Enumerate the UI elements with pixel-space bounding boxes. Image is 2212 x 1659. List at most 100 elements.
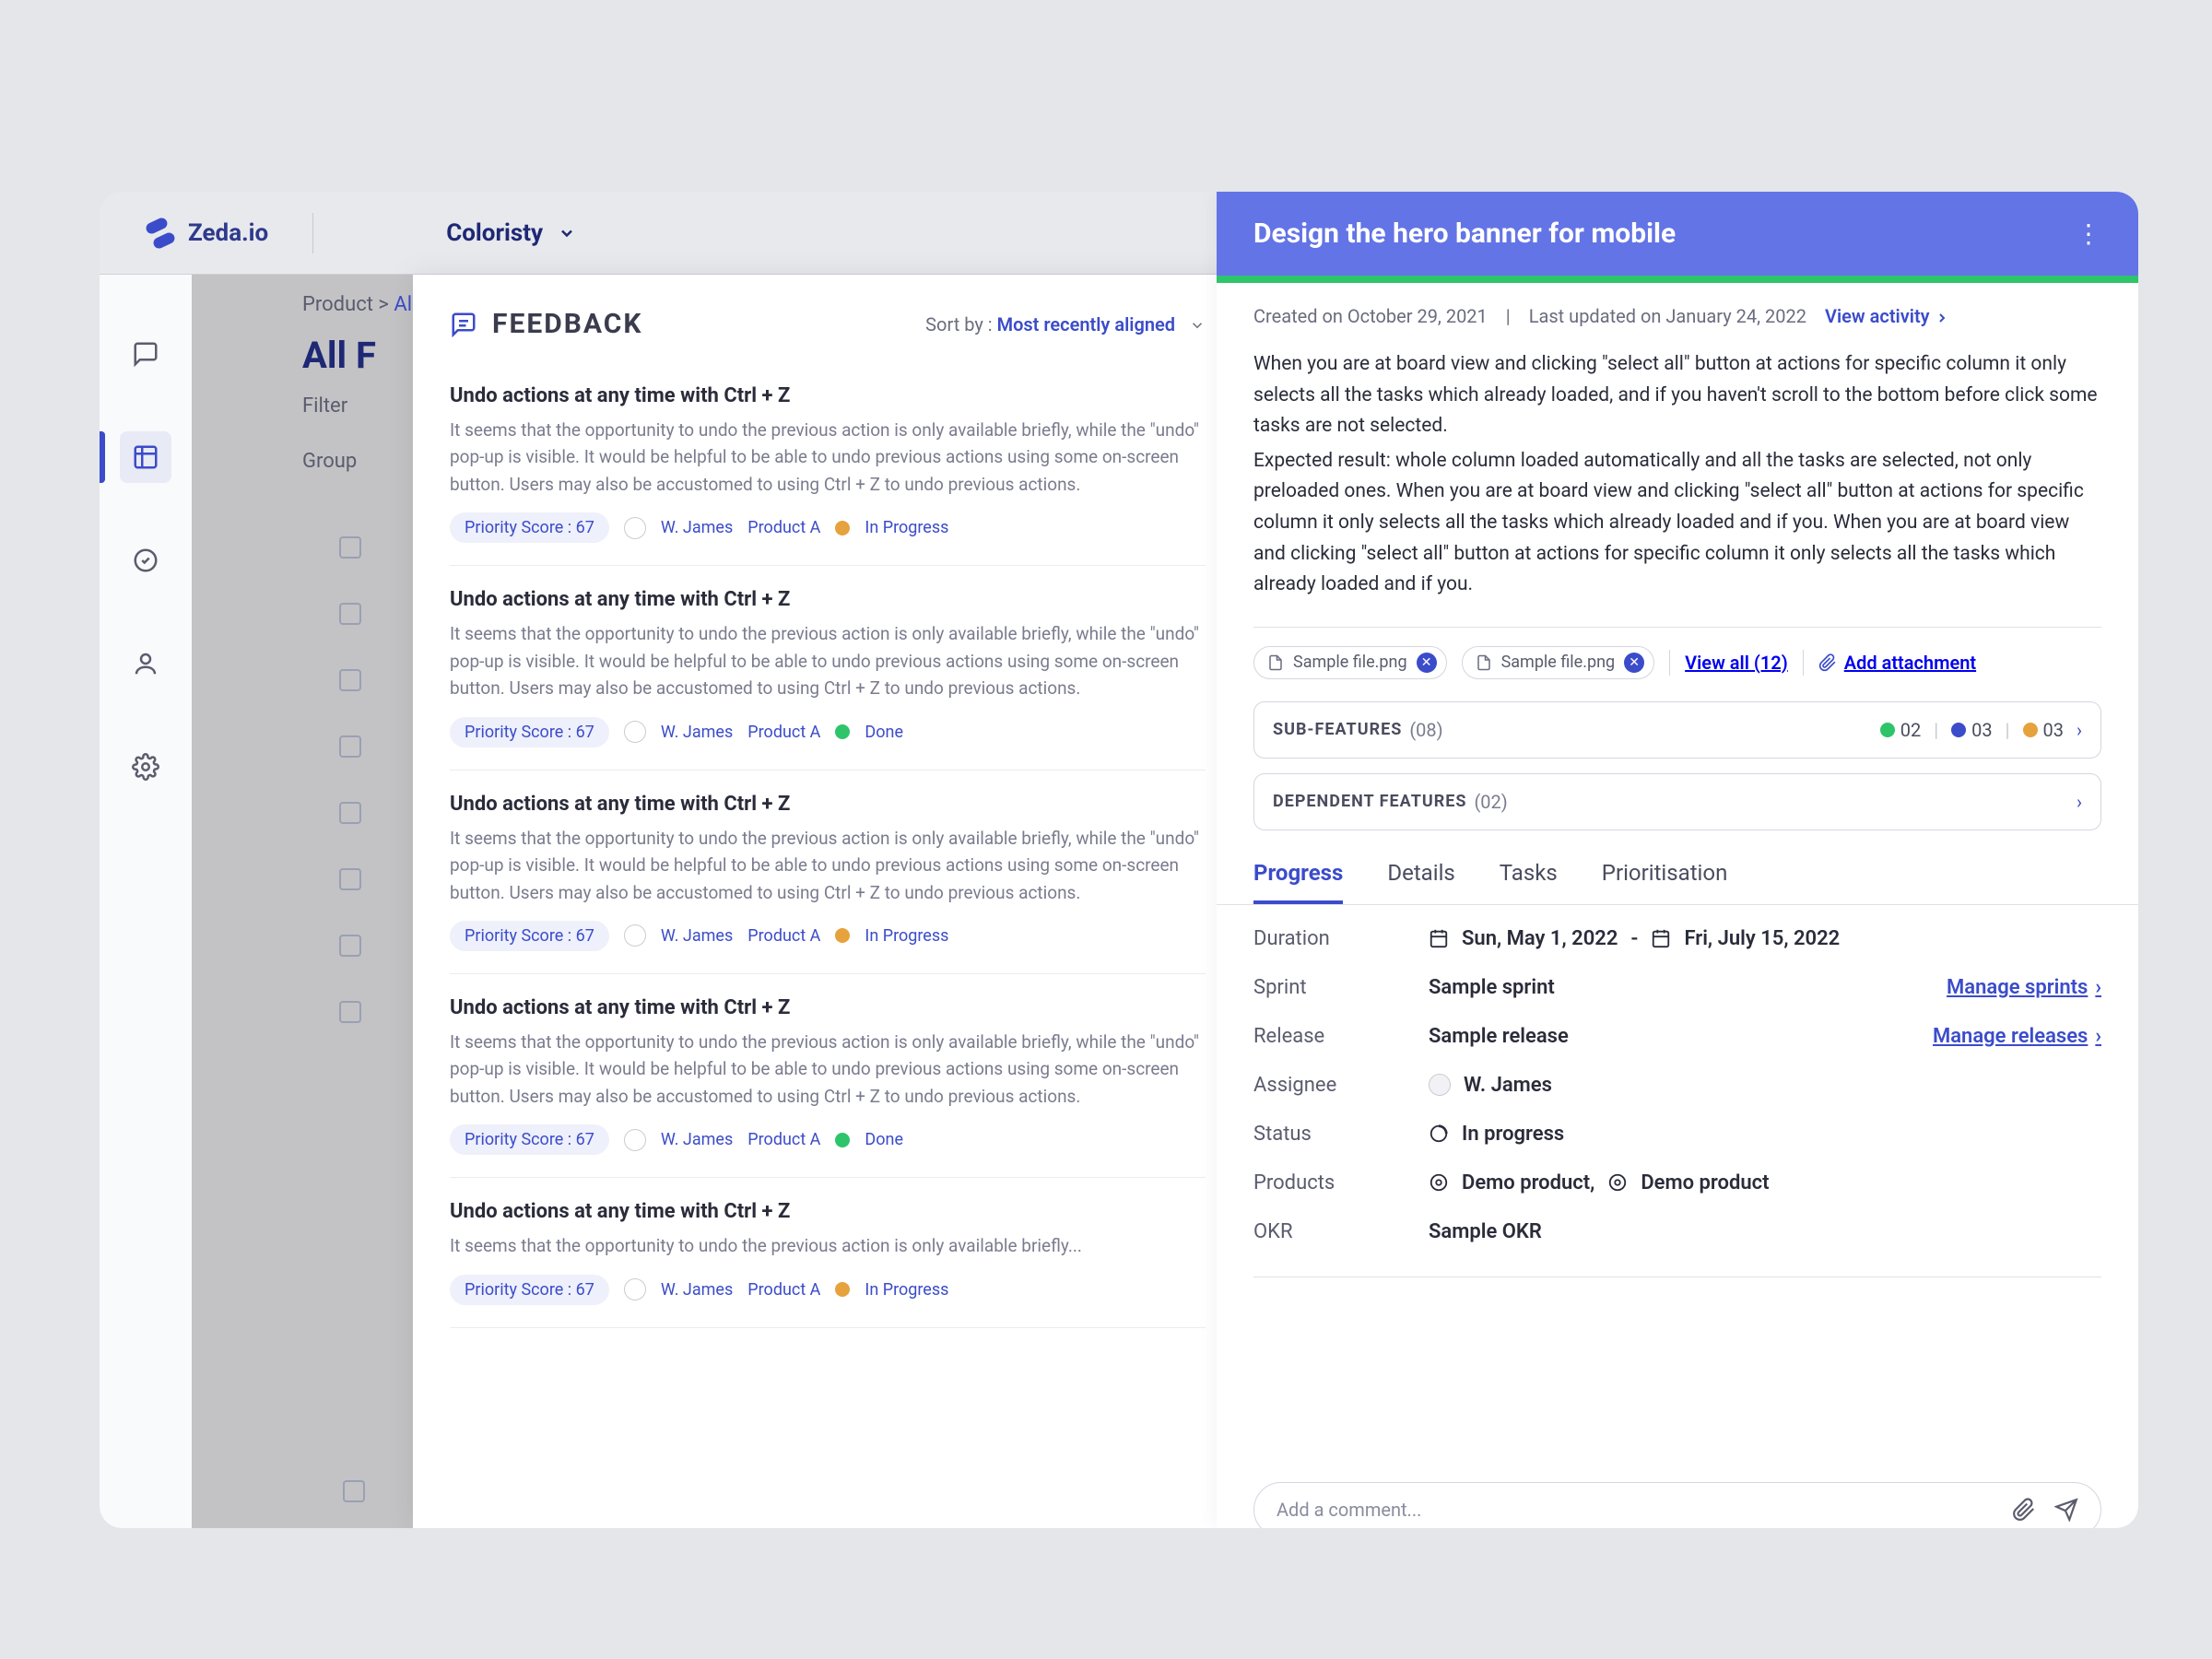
feedback-item[interactable]: Undo actions at any time with Ctrl + ZIt… bbox=[450, 771, 1206, 974]
product-tag: Product A bbox=[747, 1130, 820, 1149]
avatar bbox=[624, 1278, 646, 1300]
detail-header: Design the hero banner for mobile ⋮ bbox=[1217, 192, 2138, 276]
field-value: Demo product, Demo product bbox=[1429, 1171, 1770, 1194]
detail-title: Design the hero banner for mobile bbox=[1253, 218, 1676, 250]
page-title: All F bbox=[302, 334, 376, 377]
checkbox[interactable] bbox=[339, 1001, 361, 1023]
attachments: Sample file.png ✕ Sample file.png ✕ View… bbox=[1217, 646, 2138, 701]
field-value: Sample sprint bbox=[1429, 976, 1555, 999]
checkbox[interactable] bbox=[339, 935, 361, 957]
file-icon bbox=[1476, 654, 1492, 671]
feedback-item[interactable]: Undo actions at any time with Ctrl + ZIt… bbox=[450, 566, 1206, 770]
add-attachment-link[interactable]: Add attachment bbox=[1818, 652, 1976, 674]
avatar bbox=[624, 924, 646, 947]
avatar bbox=[624, 1129, 646, 1151]
remove-attachment-button[interactable]: ✕ bbox=[1417, 653, 1437, 673]
nav-item-features[interactable] bbox=[120, 431, 171, 483]
send-icon[interactable] bbox=[2054, 1498, 2078, 1522]
feedback-tags: Priority Score : 67W. JamesProduct ADone bbox=[450, 717, 1206, 747]
field-label: Release bbox=[1253, 1025, 1429, 1048]
field-sprint: Sprint Sample sprint Manage sprints› bbox=[1253, 976, 2101, 999]
sort-control[interactable]: Sort by : Most recently aligned bbox=[925, 313, 1206, 335]
checkbox[interactable] bbox=[339, 536, 361, 559]
chevron-right-icon: › bbox=[2077, 719, 2082, 741]
checkbox[interactable] bbox=[339, 802, 361, 824]
feedback-item[interactable]: Undo actions at any time with Ctrl + ZIt… bbox=[450, 1178, 1206, 1327]
status-dot bbox=[835, 928, 850, 943]
tab-prioritisation[interactable]: Prioritisation bbox=[1602, 860, 1728, 904]
checkbox[interactable] bbox=[339, 868, 361, 890]
view-activity-text: View activity bbox=[1825, 305, 1930, 327]
feedback-item-title: Undo actions at any time with Ctrl + Z bbox=[450, 793, 1206, 816]
filter-label[interactable]: Filter bbox=[302, 394, 347, 418]
manage-sprints-link[interactable]: Manage sprints › bbox=[1947, 976, 2101, 999]
sub-features-accordion[interactable]: SUB-FEATURES (08) 02 | 03 | 03 › bbox=[1253, 701, 2101, 759]
nav-item-settings[interactable] bbox=[120, 741, 171, 793]
divider bbox=[1669, 650, 1670, 676]
avatar bbox=[624, 517, 646, 539]
field-release: Release Sample release Manage releases› bbox=[1253, 1025, 2101, 1048]
nav-item-users[interactable] bbox=[120, 638, 171, 689]
chevron-down-icon bbox=[1189, 317, 1206, 334]
assignee-tag: W. James bbox=[661, 723, 733, 742]
chevron-right-icon: › bbox=[2095, 976, 2101, 999]
add-attachment-text: Add attachment bbox=[1844, 652, 1976, 674]
checkbox[interactable] bbox=[339, 603, 361, 625]
sort-prefix: Sort by : bbox=[925, 313, 992, 335]
detail-meta: Created on October 29, 2021 | Last updat… bbox=[1217, 283, 2138, 349]
checkbox[interactable] bbox=[343, 1480, 365, 1502]
priority-pill: Priority Score : 67 bbox=[450, 512, 609, 543]
action-text: Manage sprints bbox=[1947, 976, 2088, 999]
file-icon bbox=[1267, 654, 1284, 671]
meta-sep: | bbox=[1506, 305, 1511, 327]
tab-tasks[interactable]: Tasks bbox=[1500, 860, 1558, 904]
feedback-item[interactable]: Undo actions at any time with Ctrl + ZIt… bbox=[450, 362, 1206, 566]
detail-menu-button[interactable]: ⋮ bbox=[2076, 218, 2101, 249]
feedback-item[interactable]: Undo actions at any time with Ctrl + ZIt… bbox=[450, 974, 1206, 1178]
field-label: Products bbox=[1253, 1171, 1429, 1194]
manage-releases-link[interactable]: Manage releases› bbox=[1933, 1025, 2101, 1048]
avatar bbox=[1429, 1074, 1451, 1096]
comment-input[interactable]: Add a comment... bbox=[1253, 1482, 2101, 1528]
checkbox[interactable] bbox=[339, 669, 361, 691]
divider bbox=[1803, 650, 1804, 676]
feedback-item-body: It seems that the opportunity to undo th… bbox=[450, 1232, 1206, 1259]
view-all-attachments-link[interactable]: View all (12) bbox=[1685, 652, 1788, 674]
app-window: Zeda.io Coloristy Product > All Features bbox=[100, 192, 2138, 1528]
avatar bbox=[624, 721, 646, 743]
field-products: Products Demo product, Demo product bbox=[1253, 1171, 2101, 1194]
tab-progress[interactable]: Progress bbox=[1253, 860, 1343, 904]
paperclip-icon[interactable] bbox=[2012, 1498, 2036, 1522]
attachment-chip[interactable]: Sample file.png ✕ bbox=[1253, 646, 1447, 679]
field-label: OKR bbox=[1253, 1220, 1429, 1243]
feedback-tags: Priority Score : 67W. JamesProduct ADone bbox=[450, 1124, 1206, 1155]
dependent-features-accordion[interactable]: DEPENDENT FEATURES (02) › bbox=[1253, 773, 2101, 830]
product-tag: Product A bbox=[747, 1280, 820, 1300]
group-label[interactable]: Group bbox=[302, 450, 357, 473]
feedback-item-body: It seems that the opportunity to undo th… bbox=[450, 620, 1206, 701]
field-label: Status bbox=[1253, 1123, 1429, 1146]
assignee-tag: W. James bbox=[661, 1280, 733, 1300]
checkbox[interactable] bbox=[339, 735, 361, 758]
side-nav bbox=[100, 192, 192, 1528]
view-activity-link[interactable]: View activity bbox=[1825, 305, 1949, 327]
product-tag: Product A bbox=[747, 723, 820, 742]
remove-attachment-button[interactable]: ✕ bbox=[1624, 653, 1644, 673]
field-value: Sample release bbox=[1429, 1025, 1569, 1048]
divider bbox=[1253, 627, 2101, 628]
field-status: Status In progress bbox=[1253, 1123, 2101, 1146]
dep-features-label: DEPENDENT FEATURES bbox=[1273, 792, 1466, 811]
attachment-chip[interactable]: Sample file.png ✕ bbox=[1462, 646, 1655, 679]
comment-placeholder: Add a comment... bbox=[1277, 1499, 1421, 1521]
breadcrumb-sep: > bbox=[378, 293, 389, 316]
nav-item-badge[interactable] bbox=[120, 535, 171, 586]
updated-on: Last updated on January 24, 2022 bbox=[1529, 305, 1806, 327]
product-1: Demo product, bbox=[1462, 1171, 1594, 1194]
main-content: Product > All Features All F Filter Grou… bbox=[192, 192, 2138, 1528]
assignee-name: W. James bbox=[1464, 1074, 1552, 1097]
tab-details[interactable]: Details bbox=[1387, 860, 1454, 904]
field-value: Sample OKR bbox=[1429, 1220, 1542, 1243]
nav-item-messages[interactable] bbox=[120, 328, 171, 380]
calendar-icon bbox=[1429, 928, 1449, 948]
status-tag: In Progress bbox=[865, 926, 948, 946]
